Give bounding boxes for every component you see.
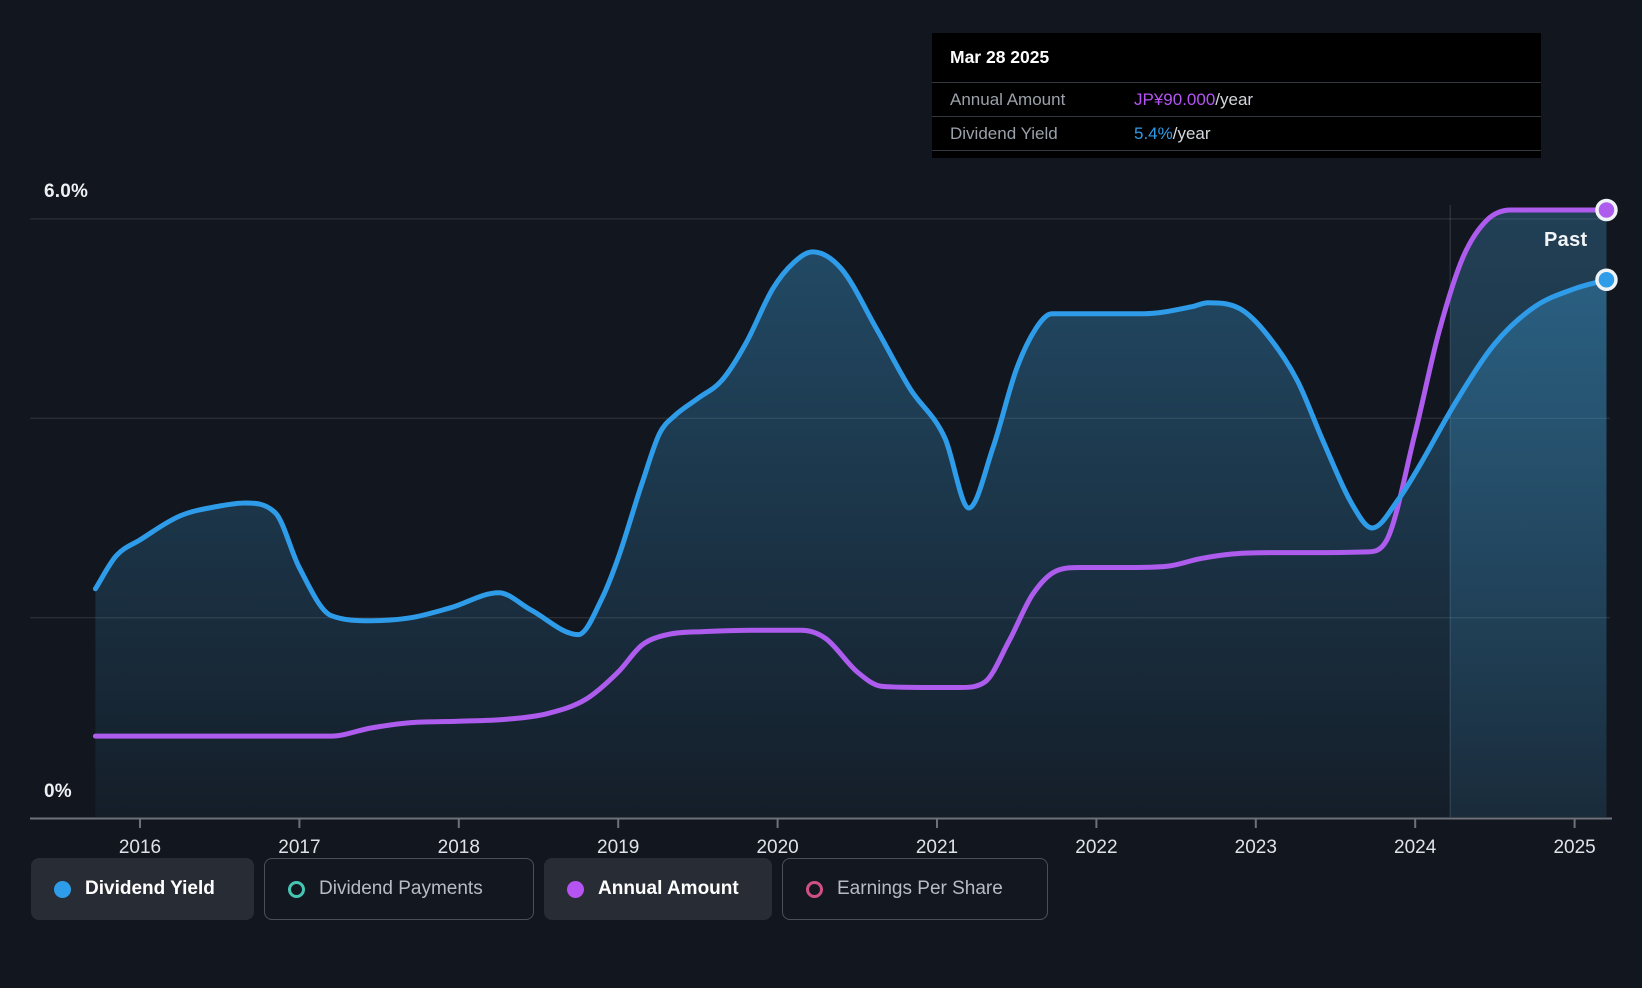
annual-amount-line[interactable]: [92, 207, 1609, 739]
legend-chip-annual-amount[interactable]: Annual Amount: [544, 858, 772, 920]
tooltip-row-dividend-yield: Dividend Yield 5.4%/year: [932, 116, 1541, 150]
legend-dot-icon: [54, 880, 71, 898]
legend-label: Dividend Yield: [85, 878, 215, 899]
tooltip-value: 5.4%: [1134, 123, 1173, 143]
x-axis-label-2024: 2024: [1394, 837, 1437, 858]
legend-chip-dividend-payments[interactable]: Dividend Payments: [264, 858, 534, 920]
dividend-yield-area-fill: [95, 251, 1607, 817]
x-axis-label-2023: 2023: [1234, 837, 1277, 858]
tooltip-value-suffix: /year: [1172, 123, 1211, 143]
legend-chip-dividend-yield[interactable]: Dividend Yield: [31, 858, 254, 920]
chart-tooltip: Mar 28 2025 Annual Amount JP¥90.000/year…: [932, 33, 1541, 158]
tooltip-value: JP¥90.000: [1134, 89, 1216, 109]
legend-chip-earnings-per-share[interactable]: Earnings Per Share: [782, 858, 1048, 920]
tooltip-label: Dividend Yield: [950, 123, 1058, 143]
legend-label: Dividend Payments: [319, 878, 483, 899]
x-axis-label-2018: 2018: [437, 837, 480, 858]
y-axis-bottom-label: 0%: [44, 781, 72, 802]
tooltip-label: Annual Amount: [950, 89, 1066, 109]
x-axis-label-2021: 2021: [915, 837, 959, 858]
dividend-yield-line[interactable]: [92, 249, 1609, 638]
x-axis-label-2020: 2020: [756, 837, 799, 858]
dividend-yield-end-marker[interactable]: [1595, 268, 1618, 292]
x-axis-label-2025: 2025: [1553, 837, 1596, 858]
annual-amount-end-marker[interactable]: [1595, 198, 1618, 222]
past-region-label: Past: [1544, 229, 1588, 251]
tooltip-bottom-edge: [932, 150, 1541, 158]
legend-ring-icon: [288, 880, 305, 898]
tooltip-date: Mar 28 2025: [950, 47, 1050, 67]
x-axis-label-2022: 2022: [1075, 837, 1118, 858]
legend-label: Annual Amount: [598, 878, 739, 899]
y-axis-top-label: 6.0%: [44, 181, 89, 202]
legend-dot-icon: [567, 880, 584, 898]
tooltip-row-annual-amount: Annual Amount JP¥90.000/year: [932, 82, 1541, 116]
legend-label: Earnings Per Share: [837, 878, 1003, 899]
x-axis-label-2016: 2016: [118, 837, 162, 858]
x-axis-label-2017: 2017: [278, 837, 321, 858]
x-axis-label-2019: 2019: [597, 837, 640, 858]
tooltip-value-suffix: /year: [1215, 89, 1254, 109]
legend-ring-icon: [806, 880, 823, 898]
